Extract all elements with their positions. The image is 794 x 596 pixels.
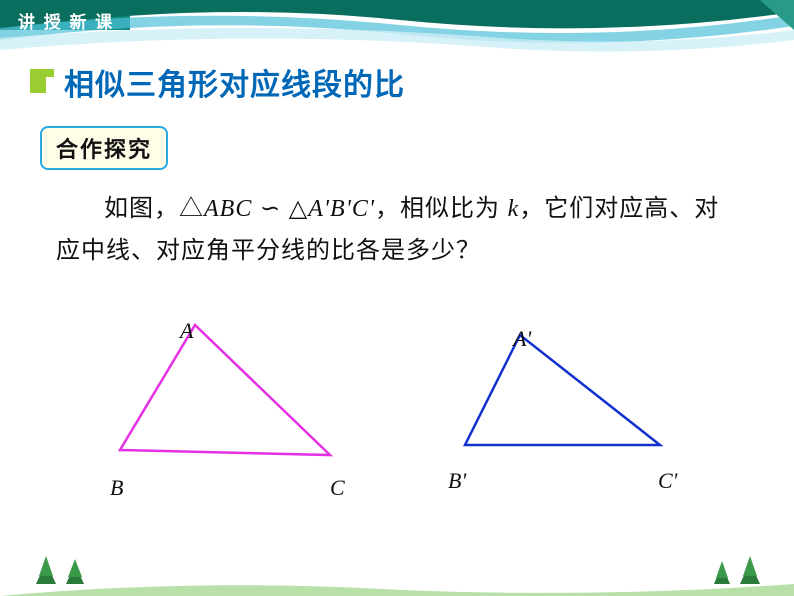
label-A-prime: A' bbox=[513, 326, 531, 352]
triangle-abc-prime bbox=[465, 335, 660, 445]
body-prefix: 如图，△ bbox=[104, 195, 204, 222]
label-C: C bbox=[330, 475, 345, 501]
body-tri2: A'B'C' bbox=[308, 196, 375, 222]
triangle-abc bbox=[120, 325, 330, 455]
label-C-prime: C' bbox=[658, 468, 677, 494]
footer-decoration bbox=[0, 548, 794, 596]
section-title-row: 相似三角形对应线段的比 bbox=[30, 60, 405, 104]
header-tab-label: 讲 授 新 课 bbox=[18, 8, 114, 33]
badge-cooperate: 合作探究 bbox=[40, 126, 168, 170]
body-k: k bbox=[508, 196, 520, 222]
label-B: B bbox=[110, 475, 123, 501]
label-A: A bbox=[180, 318, 193, 344]
body-similar: ∽ △ bbox=[252, 195, 308, 222]
label-B-prime: B' bbox=[448, 468, 466, 494]
header-band bbox=[0, 0, 794, 60]
body-mid: ，相似比为 bbox=[375, 195, 508, 222]
problem-text: 如图，△ABC ∽ △A'B'C'，相似比为 k，它们对应高、对应中线、对应角平… bbox=[56, 188, 744, 272]
triangle-figure: A B C A' B' C' bbox=[100, 300, 720, 500]
body-tri1: ABC bbox=[204, 196, 252, 222]
section-marker-icon bbox=[30, 65, 64, 99]
section-title: 相似三角形对应线段的比 bbox=[64, 60, 405, 104]
